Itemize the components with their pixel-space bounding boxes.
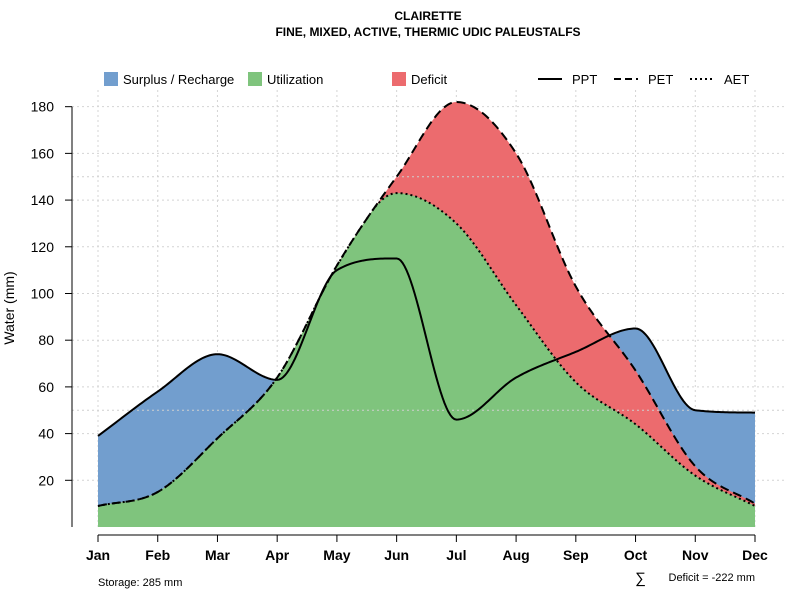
x-tick-label: Feb: [145, 547, 170, 563]
chart-title: CLAIRETTE: [394, 9, 461, 23]
legend-swatch: [104, 72, 118, 86]
chart-subtitle: FINE, MIXED, ACTIVE, THERMIC UDIC PALEUS…: [275, 25, 580, 39]
line-layer: [97, 101, 756, 507]
x-tick-label: Aug: [502, 547, 529, 563]
y-tick-label: 40: [38, 426, 54, 442]
legend-label: AET: [724, 72, 749, 87]
utilization-area: [98, 193, 755, 527]
y-tick-label: 20: [38, 472, 54, 488]
y-tick-label: 60: [38, 379, 54, 395]
x-tick-label: Jun: [384, 547, 409, 563]
storage-note: Storage: 285 mm: [98, 577, 182, 589]
legend: Surplus / Recharge Utilization Deficit PPT P…: [104, 72, 749, 87]
x-tick-label: Oct: [624, 547, 648, 563]
area-layer: [72, 102, 785, 527]
axes-layer: 20 40 60 80 100 120 140 160 180 Jan Feb Mar Apr May Ju…: [31, 99, 768, 563]
deficit-note: Deficit = -222 mm: [669, 572, 756, 584]
x-tick-label: Dec: [742, 547, 768, 563]
y-tick-label: 100: [31, 285, 55, 301]
y-tick-label: 80: [38, 332, 54, 348]
sum-symbol: ∑: [635, 570, 646, 587]
legend-swatch: [392, 72, 406, 86]
x-tick-label: Sep: [563, 547, 589, 563]
legend-label: Utilization: [267, 72, 323, 87]
y-tick-label: 180: [31, 99, 55, 115]
y-tick-label: 120: [31, 239, 55, 255]
x-tick-label: Apr: [265, 547, 290, 563]
y-tick-label: 160: [31, 145, 55, 161]
legend-label: PPT: [572, 72, 597, 87]
x-tick-label: Jan: [86, 547, 110, 563]
y-tick-label: 140: [31, 192, 55, 208]
x-tick-label: Nov: [682, 547, 709, 563]
legend-swatch: [248, 72, 262, 86]
y-axis-label: Water (mm): [1, 271, 17, 344]
legend-label: Deficit: [411, 72, 448, 87]
series-line-pet: [97, 101, 756, 507]
x-tick-label: Jul: [446, 547, 466, 563]
legend-label: Surplus / Recharge: [123, 72, 234, 87]
series-line-ppt: [97, 257, 756, 437]
x-tick-label: May: [323, 547, 350, 563]
x-tick-label: Mar: [205, 547, 230, 563]
legend-label: PET: [648, 72, 673, 87]
